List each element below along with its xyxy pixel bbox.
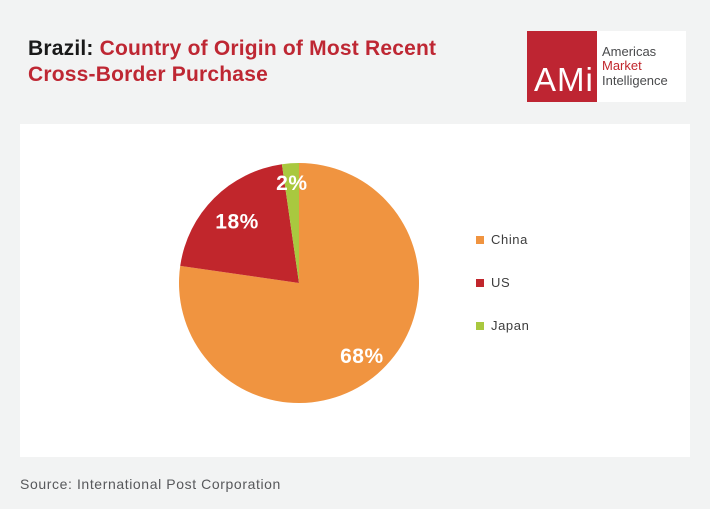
page-title-rest: Country of Origin of Most Recent [99,37,437,60]
legend-swatch-us [476,278,484,287]
pie-label-japan: 2% [276,172,307,195]
pie-chart: 68% 18% 2% [169,153,429,413]
legend-label-us: US [491,275,511,290]
ami-monogram: AMi [534,61,594,98]
legend-label-china: China [491,232,528,247]
logo-line-market: Market [602,58,642,74]
legend: China US Japan [476,232,529,333]
logo-line-intelligence: Intelligence [602,72,668,88]
page-title-prefix: Brazil: [28,37,94,60]
legend-swatch-japan [476,321,484,330]
page-title-line1: Brazil: Country of Origin of Most Recent [28,36,436,62]
chart-panel: 68% 18% 2% China US Japan [20,124,690,457]
pie-slice-japan [281,163,299,283]
ami-logo-text: Americas Market Intelligence [597,31,686,102]
pie-slice-china [178,163,419,403]
legend-swatch-china [476,235,484,244]
page-title-line2: Cross-Border Purchase [28,63,268,86]
pie-label-china: 68% [340,345,384,368]
ami-logo-square: AMi [527,31,597,102]
page-title: Brazil: Country of Origin of Most Recent… [28,36,436,88]
pie-slice-us [180,164,299,283]
logo-line-americas: Americas [602,43,657,59]
source-note: Source: International Post Corporation [20,476,281,492]
legend-item-us: US [476,275,529,290]
ami-logo: AMi Americas Market Intelligence [527,31,686,102]
legend-label-japan: Japan [491,318,530,333]
legend-item-japan: Japan [476,318,529,333]
pie-chart-svg: 68% 18% 2% [178,163,419,403]
pie-label-us: 18% [215,211,259,234]
legend-item-china: China [476,232,529,247]
